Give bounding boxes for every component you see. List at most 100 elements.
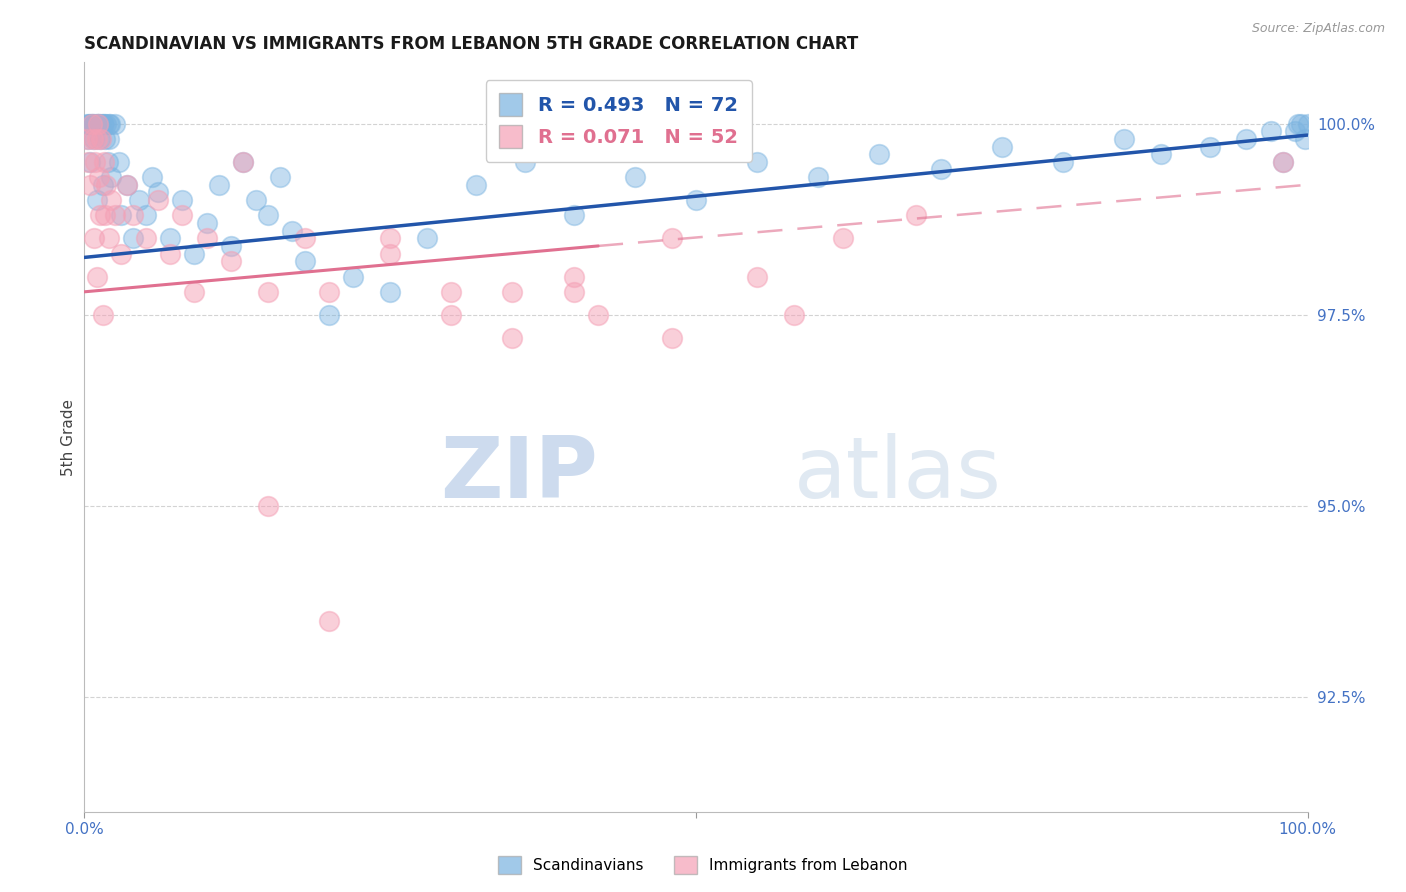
Legend: Scandinavians, Immigrants from Lebanon: Scandinavians, Immigrants from Lebanon: [492, 850, 914, 880]
Point: [110, 208, 132, 222]
Point: [1272, 154, 1295, 169]
Point: [624, 170, 647, 185]
Point: [96, 178, 118, 192]
Point: [87, 117, 110, 131]
Point: [380, 231, 402, 245]
Point: [318, 308, 340, 322]
Point: [77, 132, 100, 146]
Point: [80, 117, 103, 131]
Point: [219, 254, 242, 268]
Point: [440, 285, 463, 299]
Point: [232, 154, 254, 169]
Point: [86, 269, 108, 284]
Point: [1294, 132, 1316, 146]
Point: [83, 132, 105, 146]
Point: [107, 154, 129, 169]
Point: [100, 170, 122, 185]
Point: [86, 193, 108, 207]
Point: [232, 154, 254, 169]
Point: [83, 231, 105, 245]
Point: [97, 117, 120, 131]
Point: [77, 117, 100, 131]
Point: [257, 285, 280, 299]
Point: [93, 154, 115, 169]
Point: [82, 132, 104, 146]
Point: [1052, 154, 1074, 169]
Point: [172, 193, 194, 207]
Point: [269, 170, 291, 185]
Point: [97, 231, 120, 245]
Point: [159, 231, 181, 245]
Point: [1291, 117, 1313, 131]
Point: [87, 170, 110, 185]
Point: [747, 269, 769, 284]
Point: [807, 170, 830, 185]
Point: [94, 208, 117, 222]
Point: [122, 208, 145, 222]
Point: [115, 178, 138, 192]
Point: [831, 231, 853, 245]
Point: [104, 208, 127, 222]
Point: [929, 162, 952, 177]
Point: [79, 178, 101, 192]
Point: [89, 132, 111, 146]
Text: atlas: atlas: [794, 433, 1002, 516]
Point: [1236, 132, 1258, 146]
Point: [89, 208, 111, 222]
Point: [141, 170, 163, 185]
Point: [98, 117, 121, 131]
Point: [747, 154, 769, 169]
Point: [1150, 147, 1173, 161]
Point: [91, 308, 114, 322]
Point: [257, 208, 280, 222]
Point: [87, 117, 110, 131]
Point: [146, 193, 169, 207]
Point: [869, 147, 891, 161]
Point: [104, 117, 127, 131]
Text: ZIP: ZIP: [440, 433, 598, 516]
Point: [90, 132, 112, 146]
Point: [342, 269, 364, 284]
Point: [97, 154, 120, 169]
Point: [1114, 132, 1136, 146]
Point: [905, 208, 928, 222]
Point: [318, 285, 340, 299]
Point: [586, 308, 609, 322]
Point: [93, 117, 115, 131]
Point: [128, 193, 150, 207]
Point: [991, 139, 1014, 153]
Point: [257, 499, 280, 513]
Point: [208, 178, 231, 192]
Point: [82, 117, 104, 131]
Point: [100, 193, 122, 207]
Point: [146, 186, 169, 200]
Point: [97, 132, 120, 146]
Point: [76, 117, 98, 131]
Point: [380, 246, 402, 260]
Point: [685, 193, 707, 207]
Y-axis label: 5th Grade: 5th Grade: [60, 399, 76, 475]
Point: [87, 117, 110, 131]
Point: [86, 117, 108, 131]
Point: [183, 285, 205, 299]
Point: [91, 117, 114, 131]
Point: [135, 208, 157, 222]
Point: [96, 117, 118, 131]
Point: [294, 254, 316, 268]
Point: [195, 216, 218, 230]
Point: [416, 231, 439, 245]
Point: [90, 117, 112, 131]
Point: [661, 231, 683, 245]
Point: [245, 193, 267, 207]
Point: [294, 231, 316, 245]
Point: [1272, 154, 1295, 169]
Point: [502, 285, 524, 299]
Point: [84, 154, 107, 169]
Point: [80, 117, 103, 131]
Point: [661, 331, 683, 345]
Point: [77, 154, 100, 169]
Point: [1260, 124, 1282, 138]
Point: [502, 331, 524, 345]
Point: [115, 178, 138, 192]
Point: [79, 154, 101, 169]
